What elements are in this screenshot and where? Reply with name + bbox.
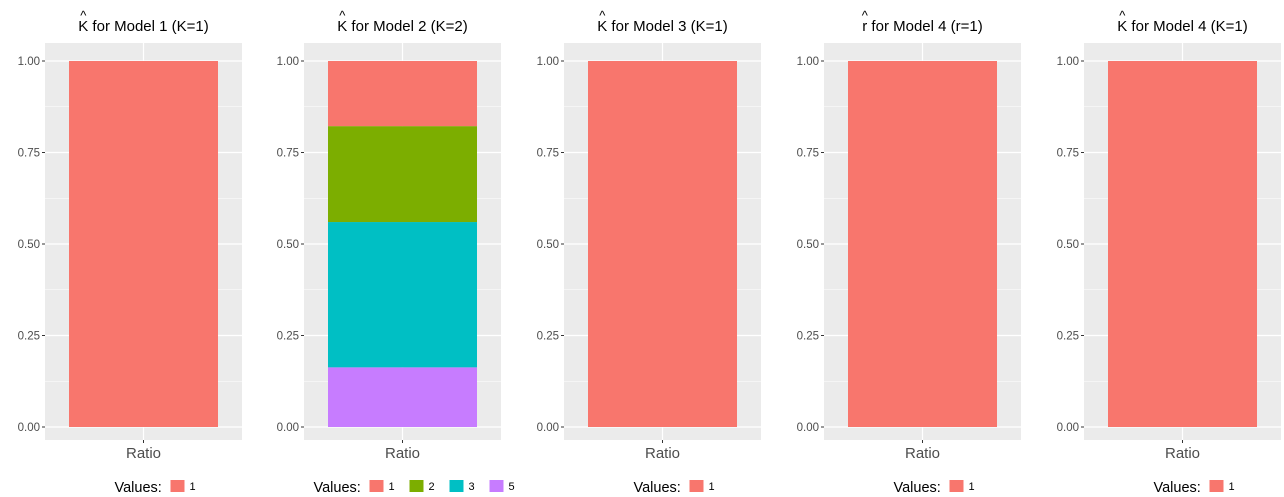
x-tick-label: Ratio <box>645 445 680 462</box>
y-tick-label: 0.75 <box>797 148 819 160</box>
legend-swatch-1 <box>689 480 704 492</box>
y-tick-label: 0.50 <box>537 239 559 251</box>
chart-panel-2: 0.00 0.25 0.50 0.75 1.00 Ratio K for Model 2 (… <box>277 8 515 496</box>
title-symbol: r <box>862 18 867 35</box>
y-tick-label: 0.75 <box>18 148 40 160</box>
legend-title: Values: <box>894 480 941 496</box>
hat-accent-icon: ^ <box>599 8 606 23</box>
legend-title: Values: <box>1154 480 1201 496</box>
y-tick-label: 0.75 <box>537 148 559 160</box>
y-tick-label: 0.25 <box>797 331 819 343</box>
hat-accent-icon: ^ <box>862 8 869 23</box>
y-tick-label: 0.25 <box>537 331 559 343</box>
legend-swatch-1 <box>369 480 384 492</box>
legend: Values: 1 <box>634 480 715 496</box>
panel-title: r for Model 4 (r=1)^ <box>862 8 983 35</box>
legend: Values: 1 2 3 5 <box>314 480 515 496</box>
y-tick-label: 0.50 <box>797 239 819 251</box>
chart-panel-1: 0.00 0.25 0.50 0.75 1.00 Ratio K for Model 1 (… <box>18 8 242 496</box>
legend-label: 1 <box>190 481 196 493</box>
y-tick-label: 0.75 <box>1057 148 1079 160</box>
bar-segment-1 <box>328 61 477 127</box>
legend-label: 3 <box>469 481 475 493</box>
bar-segment-1 <box>1108 61 1257 427</box>
title-symbol: K <box>597 18 607 35</box>
legend-label: 2 <box>429 481 435 493</box>
legend-label: 1 <box>389 481 395 493</box>
bar-segment-2 <box>328 126 477 223</box>
panel-title-text: K for Model 3 (K=1) <box>597 18 727 35</box>
legend: Values: 1 <box>115 480 196 496</box>
legend-swatch-1 <box>949 480 964 492</box>
legend-title: Values: <box>115 480 162 496</box>
legend-swatch-3 <box>449 480 464 492</box>
legend-title: Values: <box>314 480 361 496</box>
bar-segment-3 <box>328 222 477 368</box>
bar-segment-1 <box>848 61 997 427</box>
chart-panel-3: 0.00 0.25 0.50 0.75 1.00 Ratio K for Model 3 (… <box>537 8 761 496</box>
y-tick-label: 0.25 <box>18 331 40 343</box>
panel-title-text: K for Model 1 (K=1) <box>78 18 208 35</box>
x-tick-label: Ratio <box>905 445 940 462</box>
panel-title-text: r for Model 4 (r=1) <box>862 18 982 35</box>
legend-label: 5 <box>509 481 515 493</box>
panel-title: K for Model 4 (K=1)^ <box>1117 8 1247 35</box>
legend: Values: 1 <box>1154 480 1235 496</box>
title-symbol: K <box>337 18 347 35</box>
y-tick-label: 0.00 <box>18 422 40 434</box>
y-tick-label: 0.50 <box>277 239 299 251</box>
title-text: for Model 3 (K=1) <box>607 18 727 35</box>
legend-title: Values: <box>634 480 681 496</box>
y-tick-label: 1.00 <box>797 56 819 68</box>
legend-label: 1 <box>969 481 975 493</box>
title-symbol: K <box>78 18 88 35</box>
bar-segment-1 <box>588 61 737 427</box>
y-tick-label: 1.00 <box>537 56 559 68</box>
hat-accent-icon: ^ <box>80 8 87 23</box>
panel-title: K for Model 3 (K=1)^ <box>597 8 727 35</box>
title-text: for Model 1 (K=1) <box>88 18 208 35</box>
y-tick-label: 1.00 <box>1057 56 1079 68</box>
y-tick-label: 0.25 <box>277 331 299 343</box>
legend-label: 1 <box>709 481 715 493</box>
title-symbol: K <box>1117 18 1127 35</box>
bar-segment-1 <box>69 61 218 427</box>
panel-title-text: K for Model 2 (K=2) <box>337 18 467 35</box>
y-tick-label: 0.50 <box>18 239 40 251</box>
panel-title-text: K for Model 4 (K=1) <box>1117 18 1247 35</box>
bar-segment-5 <box>328 367 477 427</box>
hat-accent-icon: ^ <box>1119 8 1126 23</box>
title-text: for Model 2 (K=2) <box>347 18 467 35</box>
y-tick-label: 0.25 <box>1057 331 1079 343</box>
legend-swatch-1 <box>1209 480 1224 492</box>
legend-swatch-1 <box>170 480 185 492</box>
panel-title: K for Model 1 (K=1)^ <box>78 8 208 35</box>
y-tick-label: 0.00 <box>797 422 819 434</box>
x-tick-label: Ratio <box>126 445 161 462</box>
y-tick-label: 0.00 <box>1057 422 1079 434</box>
hat-accent-icon: ^ <box>339 8 346 23</box>
title-text: for Model 4 (r=1) <box>867 18 982 35</box>
title-text: for Model 4 (K=1) <box>1127 18 1247 35</box>
legend-swatch-5 <box>489 480 504 492</box>
y-tick-label: 0.00 <box>277 422 299 434</box>
y-tick-label: 0.00 <box>537 422 559 434</box>
legend-label: 1 <box>1229 481 1235 493</box>
chart-panel-4: 0.00 0.25 0.50 0.75 1.00 Ratio r for Model 4 (… <box>797 8 1021 496</box>
y-tick-label: 1.00 <box>18 56 40 68</box>
legend-swatch-2 <box>409 480 424 492</box>
x-tick-label: Ratio <box>1165 445 1200 462</box>
y-tick-label: 0.50 <box>1057 239 1079 251</box>
legend: Values: 1 <box>894 480 975 496</box>
y-tick-label: 0.75 <box>277 148 299 160</box>
y-tick-label: 1.00 <box>277 56 299 68</box>
panel-title: K for Model 2 (K=2)^ <box>337 8 467 35</box>
x-tick-label: Ratio <box>385 445 420 462</box>
chart-panel-5: 0.00 0.25 0.50 0.75 1.00 Ratio K for Model 4 (… <box>1057 8 1281 496</box>
